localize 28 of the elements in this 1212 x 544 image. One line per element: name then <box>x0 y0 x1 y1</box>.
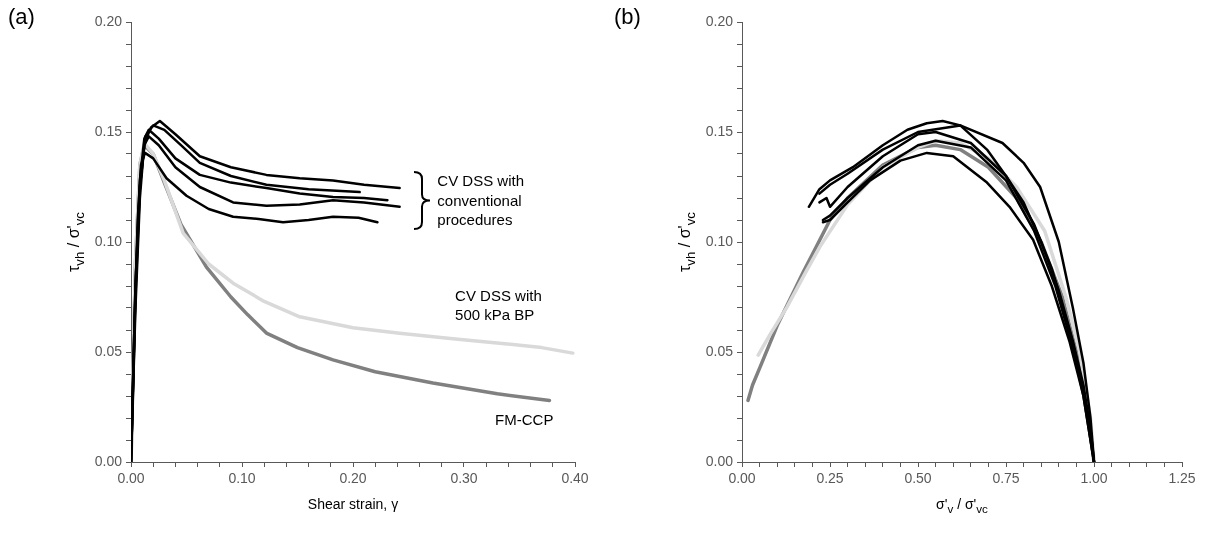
x-tick-label: 0.20 <box>339 470 367 487</box>
chart-title: (a) <box>8 4 35 30</box>
annotation: CV DSS with conventional procedures <box>437 170 525 230</box>
x-tick-label: 1.00 <box>1080 470 1108 487</box>
x-tick-label: 0.00 <box>117 470 145 487</box>
y-tick-label: 0.00 <box>94 452 123 469</box>
y-tick-label: 0.00 <box>705 452 734 469</box>
annotation: CV DSS with 500 kPa BP <box>455 285 542 325</box>
x-tick-label: 0.30 <box>450 470 478 487</box>
x-axis-title: σ'$_{v}$ / σ'$_{vc}$ <box>936 496 988 515</box>
chart-title: (b) <box>614 4 641 30</box>
x-tick-label: 0.40 <box>561 470 589 487</box>
annotation: FM-CCP <box>495 410 554 430</box>
x-tick-label: 0.00 <box>728 470 756 487</box>
x-axis-title: Shear strain, γ <box>307 496 399 512</box>
y-tick-label: 0.05 <box>94 342 123 359</box>
y-tick-label: 0.05 <box>705 342 734 359</box>
y-tick-label: 0.20 <box>94 12 123 29</box>
x-tick-label: 0.25 <box>816 470 844 487</box>
y-tick-label: 0.20 <box>705 12 734 29</box>
y-tick-label: 0.10 <box>94 232 123 249</box>
y-tick-label: 0.15 <box>705 122 734 139</box>
x-tick-label: 0.10 <box>228 470 256 487</box>
y-tick-label: 0.10 <box>705 232 734 249</box>
x-tick-label: 0.75 <box>992 470 1020 487</box>
x-tick-label: 0.50 <box>904 470 932 487</box>
x-tick-label: 1.25 <box>1168 470 1196 487</box>
y-tick-label: 0.15 <box>94 122 123 139</box>
